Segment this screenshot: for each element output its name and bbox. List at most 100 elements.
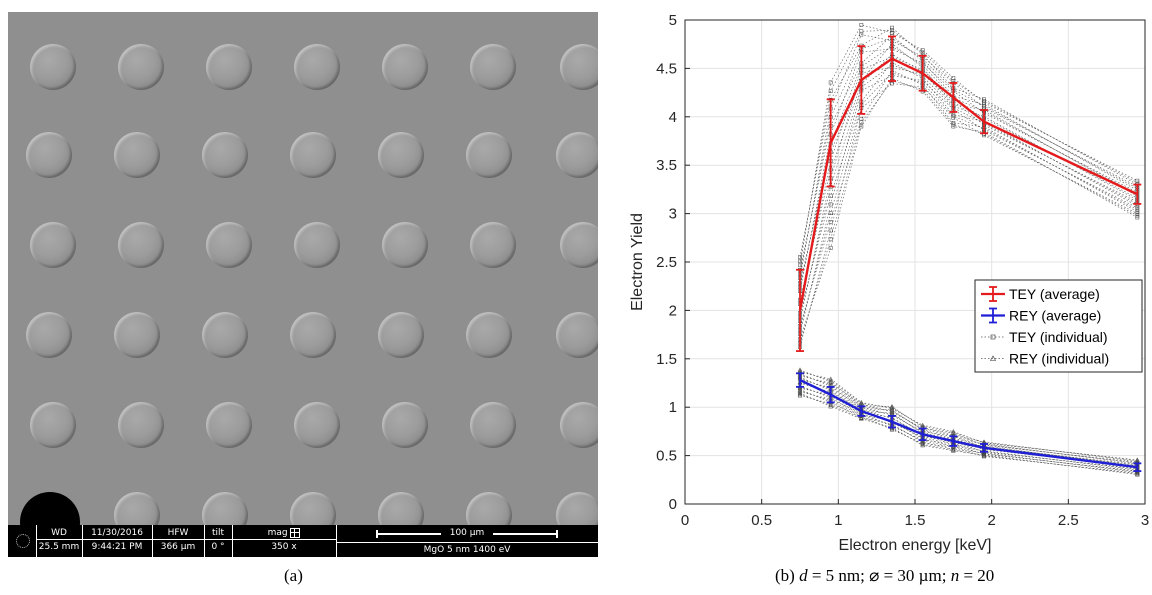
db-date: 11/30/2016 9:44:21 PM: [82, 525, 153, 557]
individual-triangle-marker: [920, 441, 926, 447]
sem-disc: [290, 132, 336, 178]
individual-curve: [799, 83, 1138, 348]
sem-disc: [466, 492, 512, 525]
individual-curve: [799, 56, 1138, 305]
caption-b-d: d: [799, 566, 808, 585]
individual-triangle-marker: [920, 440, 926, 446]
sem-disc: [206, 44, 252, 90]
individual-curve: [799, 77, 1138, 339]
individual-triangle-marker: [828, 379, 834, 384]
sem-disc: [382, 402, 428, 448]
caption-b: (b) d = 5 nm; ⌀ = 30 µm; n = 20: [775, 566, 994, 586]
legend-triangle-marker: [989, 355, 997, 361]
sem-disc: [30, 44, 76, 90]
sem-disc: [470, 44, 516, 90]
sem-disc: [114, 312, 160, 358]
individual-square-marker: [828, 246, 833, 250]
individual-triangle-marker: [858, 415, 864, 420]
individual-square-marker: [798, 259, 802, 263]
chart-legend: TEY (average) REY (average) TEY (individua…: [974, 279, 1143, 373]
sem-disc: [378, 312, 424, 358]
individual-curve: [799, 392, 1138, 475]
individual-square-marker: [828, 219, 833, 224]
y-tick-label: 1: [669, 399, 677, 416]
individual-square-marker: [890, 30, 894, 35]
y-tick-label: 2.5: [656, 254, 677, 271]
individual-triangle-marker: [950, 428, 956, 434]
individual-triangle-marker: [828, 376, 834, 381]
y-tick-label: 4: [669, 109, 677, 126]
individual-square-marker: [828, 211, 833, 215]
individual-square-marker: [1135, 205, 1140, 210]
individual-square-marker: [1135, 178, 1140, 183]
individual-triangle-marker: [981, 451, 987, 457]
individual-square-marker: [1135, 207, 1140, 212]
sem-disc: [26, 312, 72, 358]
y-axis-title: Electron Yield: [629, 213, 646, 311]
caption-b-n: n: [950, 566, 960, 585]
y-tick-label: 0: [669, 496, 677, 513]
individual-triangle-marker: [797, 385, 803, 390]
sem-disc: [378, 132, 424, 178]
individual-triangle-marker: [828, 377, 834, 383]
individual-triangle-marker: [1134, 457, 1140, 462]
sem-disc: [26, 132, 72, 178]
individual-curve: [799, 369, 1138, 462]
individual-triangle-marker: [828, 403, 834, 409]
individual-triangle-marker: [1134, 458, 1140, 463]
x-tick-label: 1: [834, 512, 842, 529]
db-tilt-label: tilt: [211, 528, 225, 538]
individual-square-marker: [951, 121, 956, 125]
x-tick-label: 2: [987, 512, 995, 529]
individual-triangle-marker: [1134, 469, 1140, 475]
individual-triangle-marker: [1134, 471, 1140, 476]
individual-curve: [799, 37, 1138, 275]
db-time-value: 9:44:21 PM: [82, 539, 152, 554]
legend-square-marker: [990, 334, 996, 340]
individual-curve: [799, 381, 1138, 468]
individual-triangle-marker: [920, 442, 926, 448]
individual-triangle-marker: [981, 453, 987, 458]
individual-triangle-marker: [828, 402, 834, 407]
individual-square-marker: [828, 89, 833, 93]
individual-triangle-marker: [950, 448, 956, 453]
individual-square-marker: [828, 202, 833, 207]
individual-square-marker: [1135, 211, 1140, 216]
individual-triangle-marker: [950, 447, 956, 452]
sem-disc: [466, 312, 512, 358]
sem-disc: [556, 312, 598, 358]
individual-square-marker: [859, 29, 864, 34]
legend-label: TEY (average): [1009, 286, 1100, 302]
individual-curve: [799, 34, 1138, 279]
sem-disc: [470, 222, 516, 268]
sem-disc: [30, 222, 76, 268]
individual-curve: [799, 375, 1138, 463]
y-tick-label: 3.5: [656, 157, 677, 174]
x-tick-label: 0: [681, 512, 689, 529]
individual-curve: [799, 370, 1138, 461]
db-hfw-value: 366 µm: [152, 539, 204, 554]
detector-logo-icon: [8, 525, 37, 557]
individual-triangle-marker: [858, 400, 864, 406]
db-mag-value: 350 x: [232, 539, 336, 554]
individual-square-marker: [890, 25, 894, 30]
x-tick-label: 2.5: [1058, 512, 1079, 529]
sem-disc: [118, 402, 164, 448]
individual-square-marker: [859, 117, 864, 121]
individual-square-marker: [1135, 215, 1140, 220]
sem-disc: [30, 402, 76, 448]
individual-square-marker: [859, 22, 864, 27]
individual-curve: [799, 27, 1138, 257]
caption-a: (a): [284, 566, 303, 585]
caption-b-d-value: = 5 nm; ⌀ = 30 µm;: [807, 566, 951, 585]
individual-curve: [799, 43, 1138, 283]
individual-triangle-marker: [797, 389, 803, 394]
db-wd-label: WD: [51, 528, 67, 538]
mag-grid-icon: [290, 527, 301, 538]
individual-square-marker: [920, 48, 925, 52]
db-date-label: 11/30/2016: [91, 528, 143, 538]
individual-triangle-marker: [858, 399, 864, 405]
individual-triangle-marker: [889, 410, 895, 415]
individual-square-marker: [798, 263, 802, 268]
individual-triangle-marker: [889, 427, 895, 432]
